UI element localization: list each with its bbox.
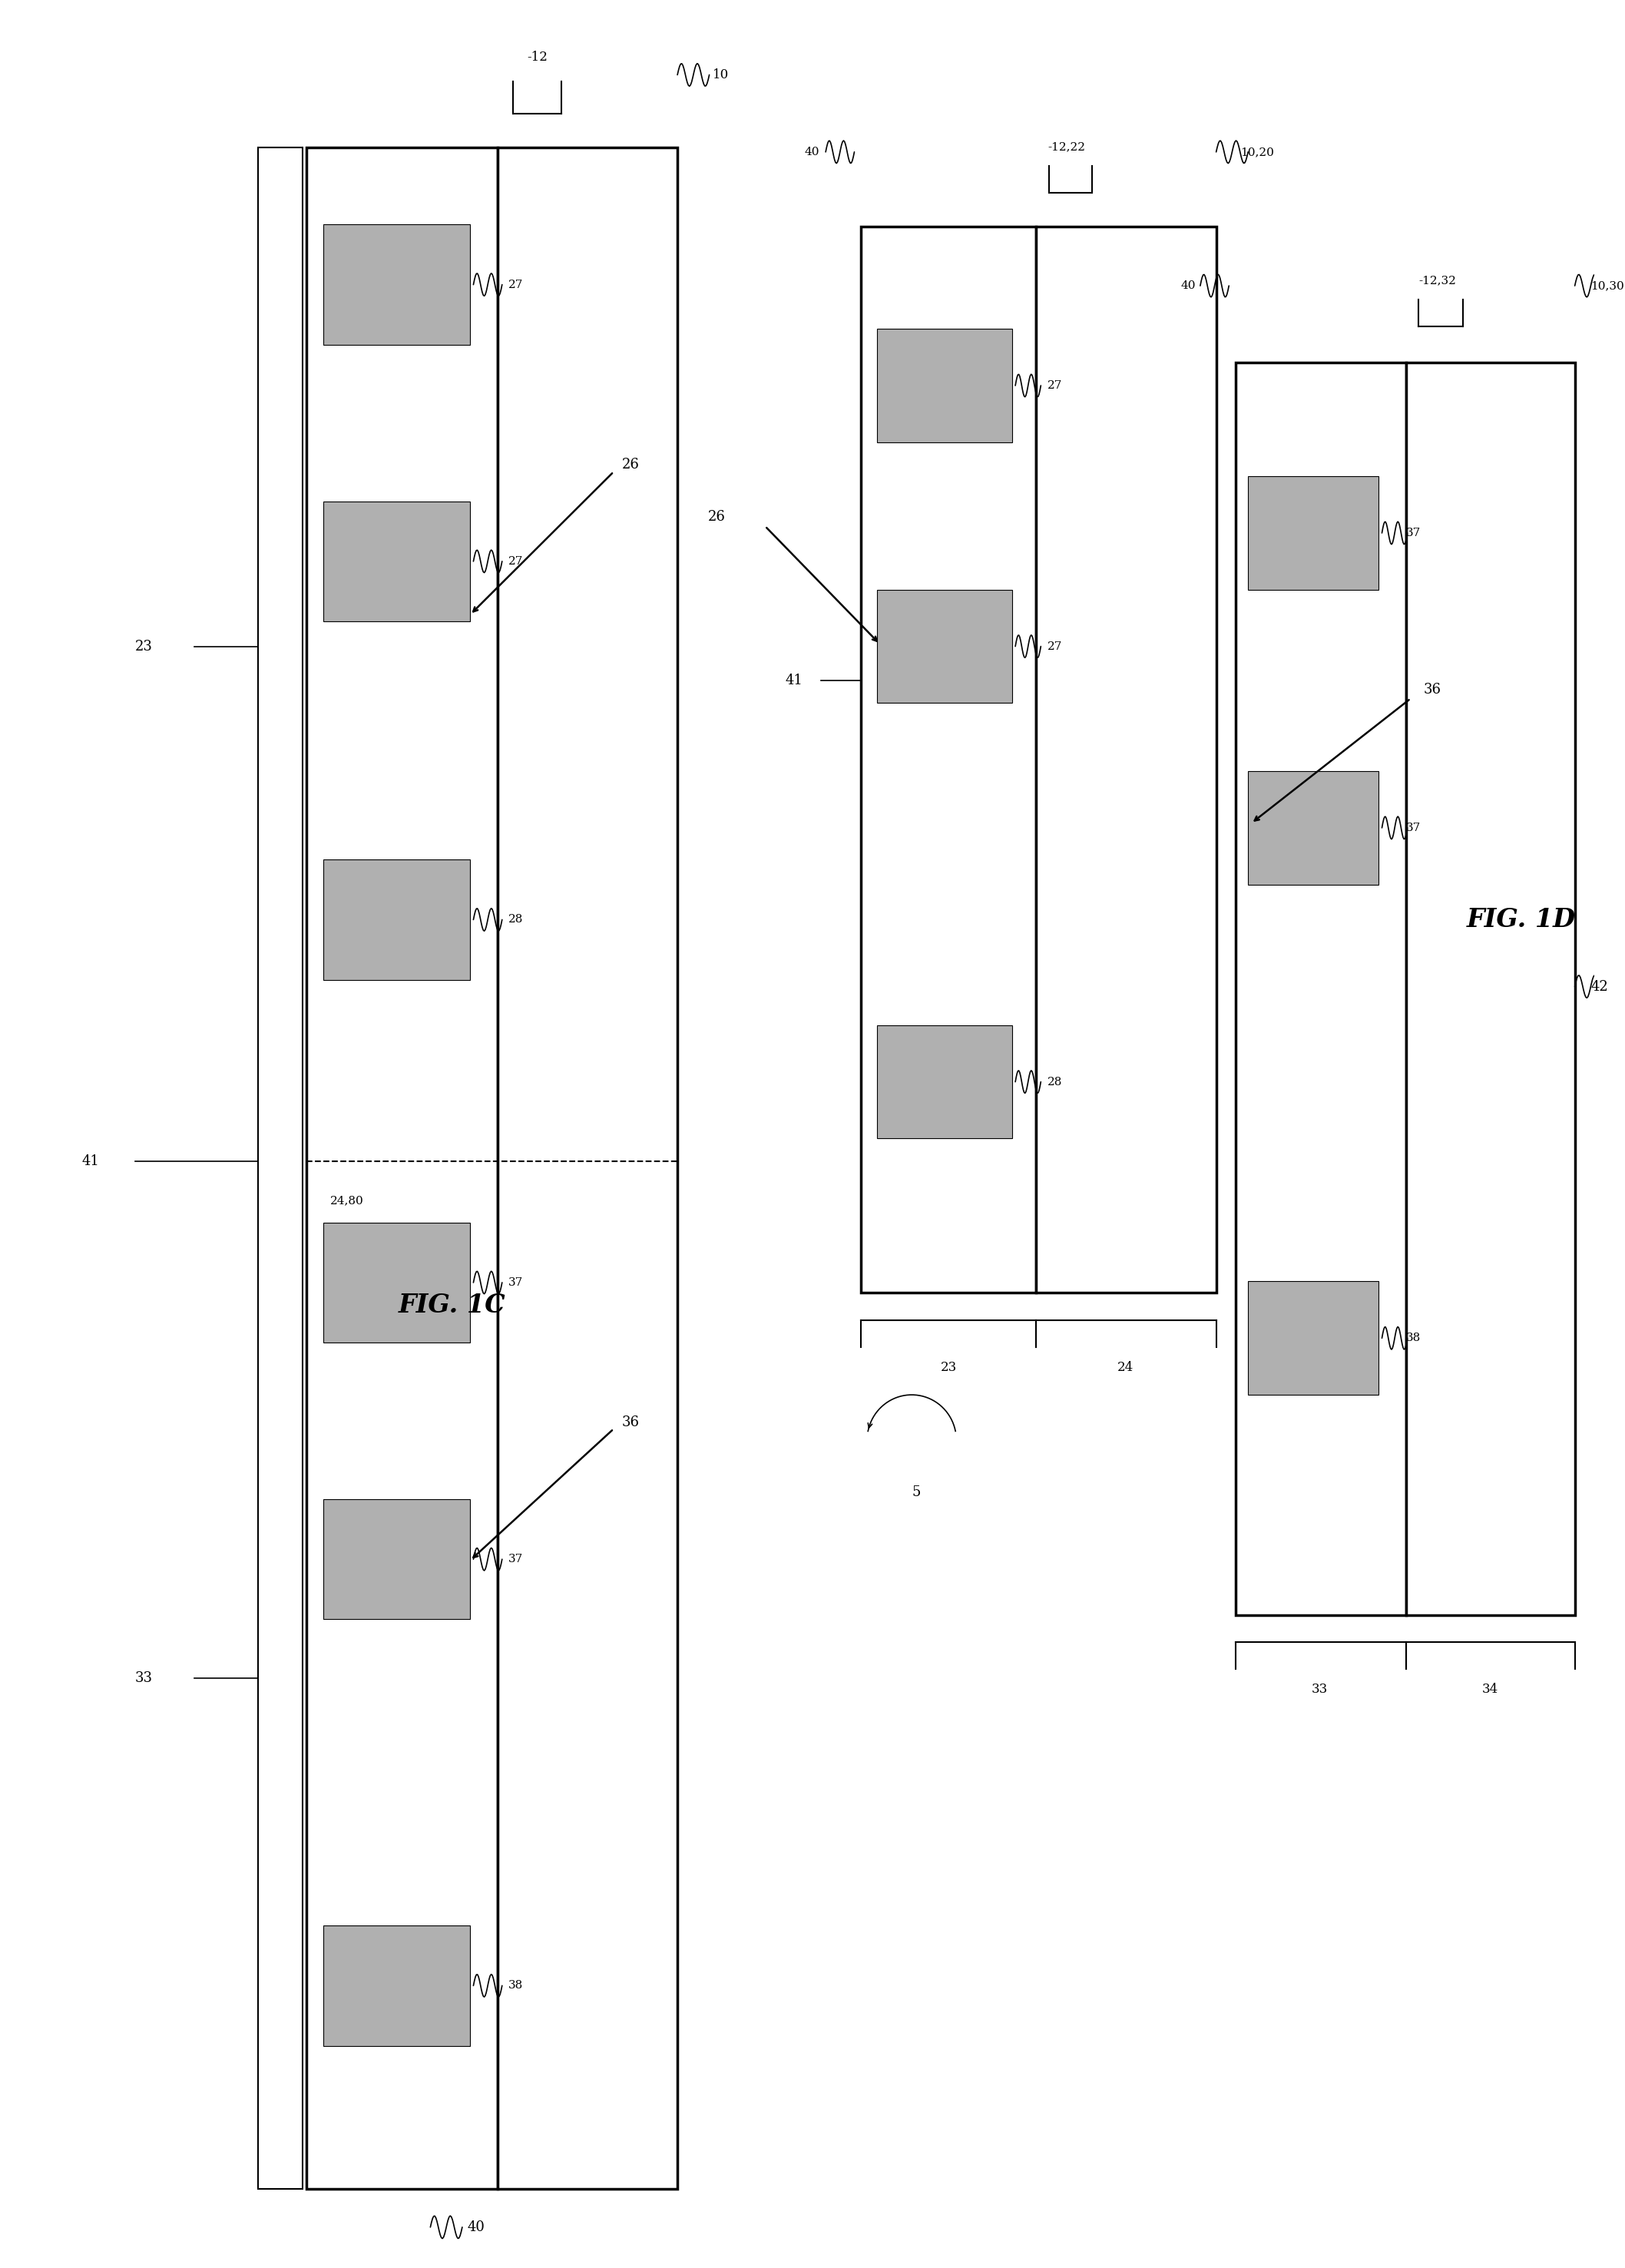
Text: 38: 38: [509, 1980, 523, 1991]
Bar: [323, 225, 470, 345]
Text: 33: 33: [135, 1672, 153, 1685]
Text: 33: 33: [1311, 1683, 1328, 1696]
Bar: [876, 590, 1012, 703]
Text: 28: 28: [509, 914, 523, 925]
Bar: [1406, 363, 1575, 1615]
Bar: [861, 227, 1037, 1293]
Bar: [1248, 771, 1378, 885]
Text: 26: 26: [622, 458, 639, 472]
Bar: [323, 1499, 470, 1619]
Text: 27: 27: [509, 556, 523, 567]
Text: 5: 5: [912, 1486, 921, 1499]
Text: 38: 38: [1406, 1334, 1420, 1343]
Text: 24: 24: [1116, 1361, 1134, 1374]
Text: 27: 27: [509, 279, 523, 290]
Text: 26: 26: [707, 510, 725, 524]
Bar: [1248, 476, 1378, 590]
Bar: [323, 501, 470, 621]
Text: -12,32: -12,32: [1419, 274, 1456, 286]
Bar: [1235, 363, 1406, 1615]
Text: 37: 37: [509, 1554, 523, 1565]
Text: 34: 34: [1482, 1683, 1498, 1696]
Text: FIG. 1D: FIG. 1D: [1466, 907, 1576, 932]
Text: -12,22: -12,22: [1048, 141, 1086, 152]
Text: -12: -12: [526, 50, 548, 64]
Text: 27: 27: [1046, 381, 1063, 390]
Text: 10: 10: [712, 68, 728, 82]
Bar: [258, 147, 302, 2189]
Text: 36: 36: [1424, 683, 1441, 696]
Text: 37: 37: [1406, 528, 1420, 538]
Text: FIG. 1C: FIG. 1C: [398, 1293, 505, 1318]
Text: 40: 40: [466, 2220, 484, 2234]
Text: 10,30: 10,30: [1591, 281, 1625, 290]
Bar: [306, 147, 497, 2189]
Text: 41: 41: [83, 1154, 99, 1168]
Text: 36: 36: [622, 1415, 639, 1429]
Text: 28: 28: [1046, 1077, 1063, 1086]
Bar: [497, 147, 678, 2189]
Bar: [876, 1025, 1012, 1139]
Bar: [1248, 1281, 1378, 1395]
Bar: [876, 329, 1012, 442]
Bar: [323, 860, 470, 980]
Bar: [323, 1926, 470, 2046]
Text: 24,80: 24,80: [330, 1195, 364, 1207]
Text: 40: 40: [1180, 281, 1196, 290]
Text: 23: 23: [941, 1361, 957, 1374]
Text: 10,20: 10,20: [1240, 147, 1274, 156]
Text: 27: 27: [1046, 642, 1063, 651]
Text: 41: 41: [785, 674, 803, 687]
Bar: [1037, 227, 1216, 1293]
Text: 37: 37: [509, 1277, 523, 1288]
Text: 42: 42: [1591, 980, 1609, 993]
Bar: [323, 1222, 470, 1343]
Text: 40: 40: [804, 147, 819, 156]
Text: 23: 23: [135, 640, 153, 653]
Text: 37: 37: [1406, 823, 1420, 832]
